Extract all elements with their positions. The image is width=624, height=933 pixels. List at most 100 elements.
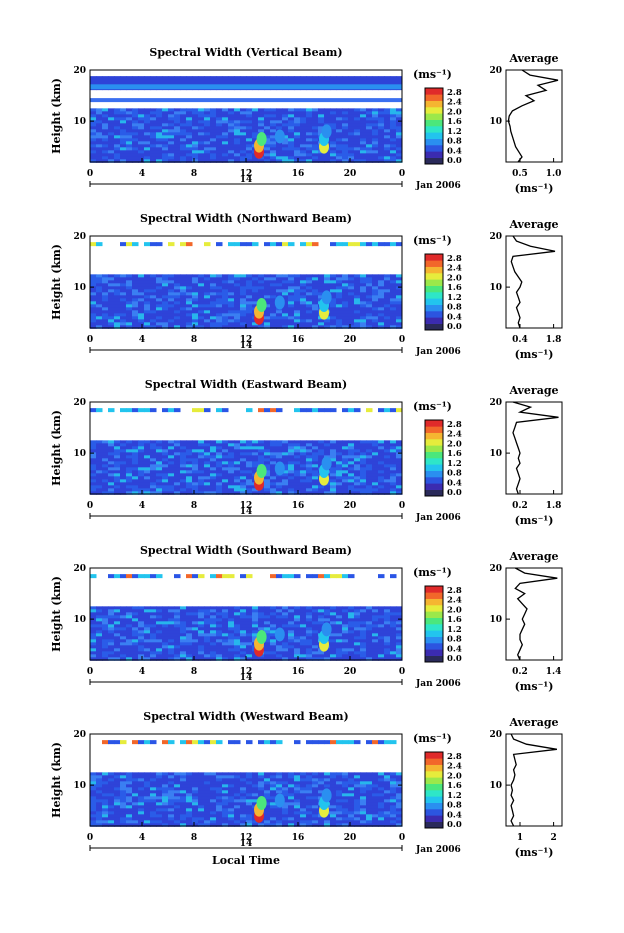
heatmap-cell <box>228 156 235 160</box>
heatmap-cell <box>378 446 385 450</box>
average-x-tick-label: 0.4 <box>512 335 528 345</box>
heatmap-cell <box>162 298 169 302</box>
heatmap-cell <box>270 322 277 326</box>
heatmap-cell <box>168 455 175 459</box>
heatmap-cell <box>354 111 361 115</box>
heatmap-cell <box>240 135 247 139</box>
heatmap-cell <box>186 787 193 791</box>
heatmap-cell <box>192 820 199 824</box>
heatmap-cell <box>312 153 319 157</box>
heatmap-cell <box>168 808 175 812</box>
heatmap-cell <box>132 322 139 326</box>
heatmap-cell <box>120 150 127 154</box>
heatmap-cell <box>174 642 181 646</box>
heatmap-cell <box>174 286 181 290</box>
heatmap-cell <box>156 452 163 456</box>
heatmap-cell <box>318 446 325 450</box>
heatmap-cell <box>240 811 247 815</box>
heatmap-cell <box>330 108 337 112</box>
heatmap-cell <box>234 242 241 246</box>
heatmap-cell <box>384 313 391 317</box>
heatmap-cell <box>336 111 343 115</box>
heatmap-cell <box>138 147 145 151</box>
heatmap-cell <box>162 775 169 779</box>
heatmap-cell <box>348 574 355 578</box>
heatmap-cell <box>198 781 205 785</box>
heatmap-cell <box>180 648 187 652</box>
heatmap-cell <box>258 408 265 412</box>
heatmap-cell <box>216 470 223 474</box>
heatmap-cell <box>378 636 385 640</box>
heatmap-cell <box>234 817 241 821</box>
heatmap-cell <box>174 802 181 806</box>
heatmap-cell <box>240 310 247 314</box>
heatmap-cell <box>336 772 343 776</box>
heatmap-cell <box>288 292 295 296</box>
x-tick-label: 4 <box>139 667 145 677</box>
heatmap-cell <box>126 633 133 637</box>
heatmap-cell <box>336 485 343 489</box>
heatmap-cell <box>294 802 301 806</box>
heatmap-cell <box>366 274 373 278</box>
heatmap-cell <box>228 820 235 824</box>
heatmap-cell <box>294 280 301 284</box>
heatmap-cell <box>222 636 229 640</box>
heatmap-cell <box>138 458 145 462</box>
heatmap-cell <box>300 784 307 788</box>
heatmap-cell <box>348 132 355 136</box>
heatmap-cell <box>126 108 133 112</box>
heatmap-cell <box>216 609 223 613</box>
heatmap-cell <box>126 135 133 139</box>
heatmap-cell <box>204 627 211 631</box>
heatmap-cell <box>354 781 361 785</box>
heatmap-cell <box>90 645 97 649</box>
heatmap-cell <box>150 458 157 462</box>
heatmap-cell <box>264 277 271 281</box>
heatmap-cell <box>300 310 307 314</box>
heatmap-cell <box>114 156 121 160</box>
heatmap-cell <box>348 117 355 121</box>
heatmap-cell <box>156 790 163 794</box>
heatmap-cell <box>264 446 271 450</box>
heatmap-cell <box>246 153 253 157</box>
heatmap-cell <box>120 313 127 317</box>
heatmap-cell <box>186 449 193 453</box>
heatmap-cell <box>294 458 301 462</box>
heatmap-cell <box>162 639 169 643</box>
heatmap-cell <box>354 618 361 622</box>
heatmap-cell <box>330 135 337 139</box>
heatmap-cell <box>186 485 193 489</box>
heatmap-cell <box>162 636 169 640</box>
heatmap-cell <box>138 633 145 637</box>
heatmap-cell <box>156 654 163 658</box>
heatmap-cell <box>156 123 163 127</box>
heatmap-cell <box>186 120 193 124</box>
heatmap-cell <box>378 464 385 468</box>
heatmap-cell <box>216 280 223 284</box>
heatmap-cell <box>102 114 109 118</box>
heatmap-cell <box>96 799 103 803</box>
heatmap-cell <box>240 814 247 818</box>
heatmap-cell <box>204 464 211 468</box>
colorbar-tick: 0.8 <box>447 635 462 645</box>
heatmap-cell <box>120 129 127 133</box>
heatmap-cell <box>168 781 175 785</box>
heatmap-cell <box>228 790 235 794</box>
heatmap-cell <box>156 144 163 148</box>
heatmap-cell <box>318 280 325 284</box>
heatmap-cell <box>210 307 217 311</box>
heatmap-cell <box>336 274 343 278</box>
heatmap-cell <box>180 461 187 465</box>
heatmap-cell <box>270 108 277 112</box>
heatmap-field <box>90 408 403 495</box>
heatmap-cell <box>120 784 127 788</box>
heatmap-cell <box>222 787 229 791</box>
heatmap-cell <box>294 455 301 459</box>
heatmap-cell <box>90 606 97 610</box>
heatmap-cell <box>126 111 133 115</box>
heatmap-cell <box>384 274 391 278</box>
heatmap-cell <box>192 645 199 649</box>
heatmap-cell <box>348 307 355 311</box>
heatmap-cell <box>378 440 385 444</box>
